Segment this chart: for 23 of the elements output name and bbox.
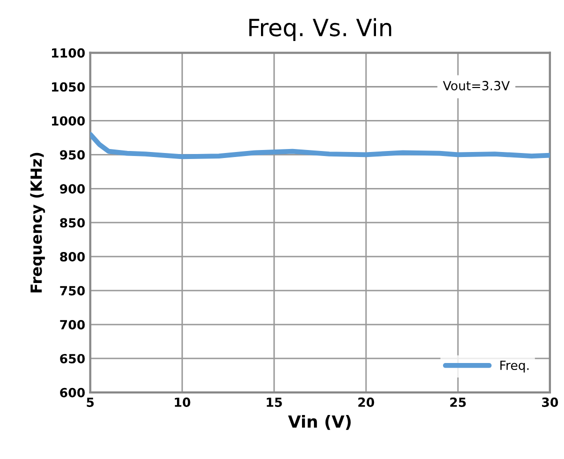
x-tick-label: 30	[542, 398, 558, 407]
x-tick-label: 25	[450, 398, 466, 407]
y-tick-label: 900	[60, 184, 85, 194]
line-series	[90, 132, 550, 160]
y-tick-label: 750	[60, 286, 85, 296]
y-tick-label: 600	[60, 388, 85, 398]
y-tick-label: 1000	[52, 116, 85, 126]
x-tick-label: 20	[358, 398, 374, 407]
y-tick-label: 1100	[52, 48, 85, 58]
y-tick-label: 950	[60, 150, 85, 160]
legend-label: Freq.	[500, 360, 529, 372]
y-tick-label: 700	[60, 320, 85, 330]
x-tick-label: 10	[174, 398, 190, 407]
y-tick-label: 650	[60, 354, 85, 364]
x-tick-label: 15	[266, 398, 282, 407]
y-axis-title: Frequency (KHz)	[30, 152, 46, 292]
y-tick-label: 850	[60, 218, 85, 228]
y-tick-label: 800	[60, 252, 85, 262]
x-tick-label: 5	[86, 398, 94, 407]
y-tick-label: 1050	[52, 82, 85, 92]
x-axis-title: Vin (V)	[288, 414, 351, 430]
annotation: Vout=3.3V	[442, 80, 510, 90]
chart-title: Freq. Vs. Vin	[249, 18, 392, 42]
